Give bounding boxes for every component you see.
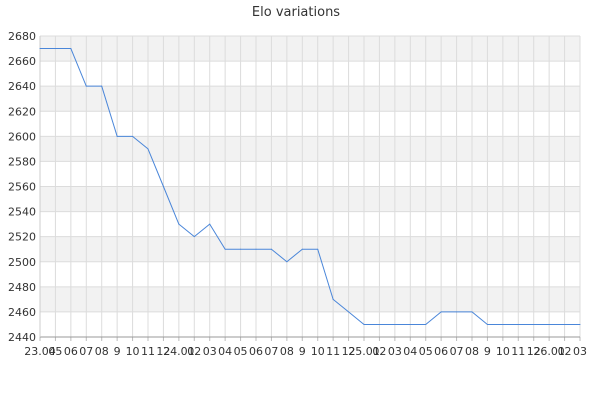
x-tick-label: 11 — [141, 345, 155, 358]
x-tick-label: 26.01 — [533, 345, 565, 358]
x-tick-label: 06 — [64, 345, 78, 358]
data-point — [286, 261, 288, 263]
x-tick-label: 25.01 — [348, 345, 380, 358]
data-point — [409, 323, 411, 325]
x-tick-label: 07 — [79, 345, 93, 358]
x-tick-label: 03 — [388, 345, 402, 358]
data-point — [502, 323, 504, 325]
x-tick-label: 04 — [218, 345, 232, 358]
data-point — [579, 323, 581, 325]
data-point — [533, 323, 535, 325]
data-point — [240, 248, 242, 250]
y-tick-label: 2640 — [8, 80, 36, 93]
x-tick-label: 02 — [372, 345, 386, 358]
data-point — [548, 323, 550, 325]
x-tick-label: 02 — [558, 345, 572, 358]
data-point — [378, 323, 380, 325]
series-line — [40, 48, 580, 325]
data-point — [101, 85, 103, 87]
series-layer — [39, 48, 581, 325]
band-2460 — [40, 286, 580, 312]
x-tick-label: 11 — [326, 345, 340, 358]
y-tick-label: 2660 — [8, 55, 36, 68]
y-tick-label: 2480 — [8, 281, 36, 294]
x-tick-label: 03 — [203, 345, 217, 358]
data-point — [209, 223, 211, 225]
y-tick-label: 2600 — [8, 130, 36, 143]
band-2620 — [40, 86, 580, 112]
data-point — [147, 148, 149, 150]
y-tick-label: 2540 — [8, 206, 36, 219]
data-point — [471, 311, 473, 313]
x-tick-label: 9 — [114, 345, 121, 358]
y-tick-label: 2560 — [8, 181, 36, 194]
x-tick-label: 23.04 — [24, 345, 56, 358]
x-tick-label: 10 — [126, 345, 140, 358]
data-point — [85, 85, 87, 87]
y-axis-ticks: 2440 2460 2480 2500 2520 2540 2560 2580 2600 2620… — [8, 30, 36, 344]
data-point — [363, 323, 365, 325]
y-tick-label: 2620 — [8, 105, 36, 118]
band-2540 — [40, 186, 580, 212]
data-point — [517, 323, 519, 325]
x-tick-label: 9 — [299, 345, 306, 358]
x-tick-label: 08 — [95, 345, 109, 358]
x-tick-label: 12 — [156, 345, 170, 358]
x-tick-label: 10 — [311, 345, 325, 358]
x-tick-label: 05 — [234, 345, 248, 358]
data-point — [440, 311, 442, 313]
x-tick-label: 05 — [419, 345, 433, 358]
y-tick-label: 2680 — [8, 30, 36, 43]
x-tick-label: 08 — [280, 345, 294, 358]
x-tick-label: 12 — [527, 345, 541, 358]
x-tick-label: 08 — [465, 345, 479, 358]
x-tick-label: 07 — [450, 345, 464, 358]
band-2580 — [40, 136, 580, 162]
data-point — [224, 248, 226, 250]
x-tick-label: 02 — [187, 345, 201, 358]
x-tick-label: 05 — [48, 345, 62, 358]
background-bands — [40, 36, 580, 312]
y-tick-label: 2440 — [8, 331, 36, 344]
chart-title: Elo variations — [252, 5, 340, 20]
data-point — [178, 223, 180, 225]
x-tick-label: 11 — [511, 345, 525, 358]
data-point — [39, 48, 41, 50]
x-tick-label: 03 — [573, 345, 587, 358]
y-tick-label: 2580 — [8, 155, 36, 168]
data-point — [255, 248, 257, 250]
data-point — [564, 323, 566, 325]
data-point — [332, 298, 334, 300]
x-tick-label: 04 — [403, 345, 417, 358]
data-point — [54, 48, 56, 50]
y-tick-label: 2500 — [8, 256, 36, 269]
data-point — [193, 236, 195, 238]
data-point — [486, 323, 488, 325]
data-point — [317, 248, 319, 250]
x-tick-label: 9 — [484, 345, 491, 358]
x-tick-label: 10 — [496, 345, 510, 358]
data-point — [348, 311, 350, 313]
data-point — [70, 48, 72, 50]
data-point — [425, 323, 427, 325]
y-tick-label: 2520 — [8, 231, 36, 244]
data-point — [394, 323, 396, 325]
data-point — [132, 135, 134, 137]
y-tick-label: 2460 — [8, 306, 36, 319]
data-point — [456, 311, 458, 313]
x-tick-label: 24.01 — [163, 345, 195, 358]
x-tick-label: 07 — [264, 345, 278, 358]
data-point — [301, 248, 303, 250]
data-point — [270, 248, 272, 250]
x-tick-label: 06 — [434, 345, 448, 358]
data-point — [116, 135, 118, 137]
band-2660 — [40, 36, 580, 62]
x-tick-label: 12 — [342, 345, 356, 358]
x-tick-label: 06 — [249, 345, 263, 358]
data-point — [162, 186, 164, 187]
